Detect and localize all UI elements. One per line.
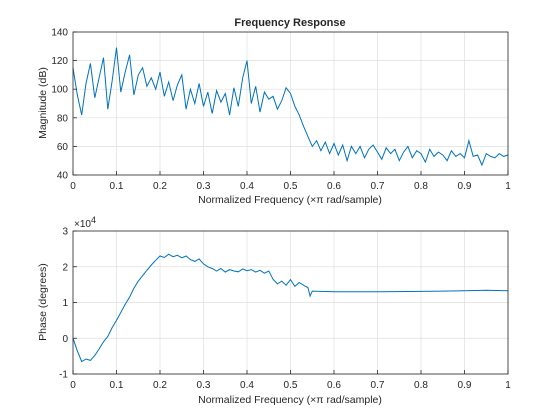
phase-y-tick-label: 2: [62, 262, 68, 273]
magnitude-x-tick-label: 0: [70, 181, 76, 192]
phase-x-tick-label: 0.5: [284, 380, 298, 391]
phase-x-tick-label: 0.9: [458, 380, 472, 391]
phase-y-axis-label: Phase (degrees): [37, 263, 49, 341]
phase-x-tick-label: 0.3: [197, 380, 211, 391]
magnitude-x-tick-label: 1: [505, 181, 511, 192]
magnitude-series-line: [72, 47, 509, 167]
phase-exponent-base: ×10: [74, 219, 91, 230]
magnitude-axes: 0 0.1 0.2 0.3 0.4 0.5 0.6 0.7 0.8 0.9 1 40 60 80 100 1…: [37, 17, 511, 206]
phase-x-tick-label: 0.7: [371, 380, 385, 391]
magnitude-x-tick-label: 0.6: [327, 181, 341, 192]
phase-y-ticks: -1 0 1 2 3: [59, 227, 77, 381]
magnitude-x-tick-label: 0.9: [458, 181, 472, 192]
magnitude-y-tick-label: 60: [57, 142, 69, 153]
phase-x-tick-label: 0.2: [153, 380, 167, 391]
magnitude-x-ticks: 0 0.1 0.2 0.3 0.4 0.5 0.6 0.7 0.8 0.9 1: [70, 171, 511, 192]
phase-y-tick-label: 1: [62, 298, 68, 309]
magnitude-x-tick-label: 0.1: [110, 181, 124, 192]
phase-y-tick-label: -1: [59, 370, 68, 381]
magnitude-x-tick-label: 0.2: [153, 181, 167, 192]
magnitude-y-tick-label: 140: [51, 28, 68, 39]
magnitude-x-axis-label: Normalized Frequency (×π rad/sample): [198, 194, 382, 206]
magnitude-x-tick-label: 0.5: [284, 181, 298, 192]
magnitude-x-tick-label: 0.3: [197, 181, 211, 192]
phase-y-tick-label: 0: [62, 334, 68, 345]
magnitude-x-tick-label: 0.7: [371, 181, 385, 192]
magnitude-y-ticks: 40 60 80 100 120 140: [51, 28, 77, 182]
magnitude-y-tick-label: 100: [51, 85, 68, 96]
magnitude-x-tick-label: 0.8: [414, 181, 428, 192]
phase-x-axis-label: Normalized Frequency (×π rad/sample): [198, 394, 382, 406]
phase-x-ticks: 0 0.1 0.2 0.3 0.4 0.5 0.6 0.7 0.8 0.9 1: [70, 370, 511, 391]
magnitude-y-tick-label: 40: [57, 171, 69, 182]
phase-series-line: [72, 253, 509, 363]
chart-title: Frequency Response: [234, 17, 345, 29]
phase-exponent-label: ×104: [74, 215, 96, 230]
phase-exponent-power: 4: [91, 215, 96, 225]
phase-x-tick-label: 0: [70, 380, 76, 391]
magnitude-x-tick-label: 0.4: [240, 181, 254, 192]
phase-x-tick-label: 0.4: [240, 380, 254, 391]
phase-x-tick-label: 0.1: [110, 380, 124, 391]
magnitude-y-tick-label: 80: [57, 113, 69, 124]
magnitude-y-tick-label: 120: [51, 56, 68, 67]
magnitude-y-axis-label: Magnitude (dB): [37, 67, 49, 139]
phase-y-tick-label: 3: [62, 227, 68, 238]
phase-x-tick-label: 1: [505, 380, 511, 391]
phase-x-tick-label: 0.6: [327, 380, 341, 391]
phase-x-tick-label: 0.8: [414, 380, 428, 391]
